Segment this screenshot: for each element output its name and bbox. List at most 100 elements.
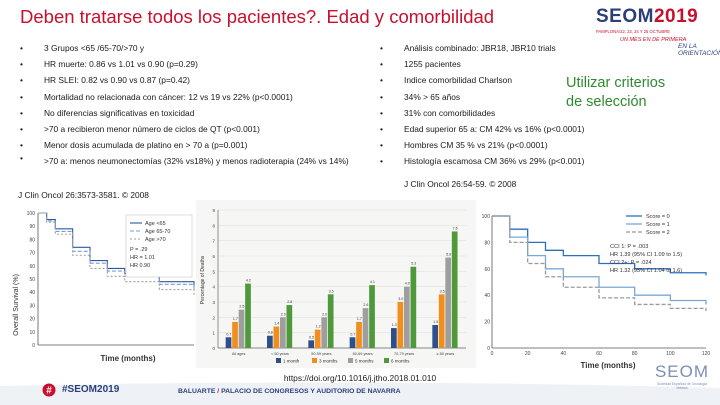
annotation-label: HR 1.32 (95% CI 1.04 to 1.6) — [610, 268, 682, 274]
data-labels: 0.7 1.7 2.5 4.2 0.8 1.4 2.0 2.8 0.5 1.2 2.0 3.5 0.7 1… — [226, 226, 457, 339]
category-label: 70-79 years — [394, 352, 414, 356]
legend-box — [125, 214, 193, 278]
legend-label: 1 month — [283, 359, 300, 364]
data-label: 1.7 — [233, 317, 238, 321]
data-label: 0.7 — [226, 332, 231, 336]
category-labels: All ages < 50 years 50-59 years 60-69 years… — [232, 352, 454, 356]
data-label: 1.3 — [392, 323, 397, 327]
chart-bars — [225, 231, 458, 348]
logo-wordmark: SEOM2019 — [596, 6, 714, 28]
seom-name: SEOM — [654, 362, 710, 381]
data-label: 0.7 — [350, 332, 355, 336]
bullet-icon: • — [380, 75, 383, 86]
annotation-label: P = .29 — [130, 247, 147, 253]
annotation-label: HR = 1.01 — [130, 255, 155, 261]
data-label: 5.9 — [446, 253, 451, 257]
list-item-text: >70 a: menos neumonectomías (32% vs18%) … — [44, 156, 349, 167]
bullet-icon: • — [380, 107, 383, 118]
data-label: 1.5 — [433, 320, 438, 324]
data-label: 4.2 — [246, 279, 251, 283]
venue-separator: / — [215, 388, 222, 395]
y-tick-label: 0 — [212, 346, 215, 351]
bar — [410, 266, 417, 348]
chart-axes — [491, 216, 706, 349]
data-label: 4.0 — [405, 282, 410, 286]
x-tick-labels: 0 20 40 60 80 100 120 — [491, 351, 711, 357]
survival-line-2 — [38, 212, 195, 295]
doi-link[interactable]: https://doi.org/10.1016/j.jtho.2018.01.0… — [283, 373, 437, 383]
bar — [397, 302, 404, 348]
y-tick-label: 80 — [484, 240, 490, 246]
x-axis-label: Time (months) — [101, 354, 156, 363]
bar — [225, 337, 232, 348]
data-label: 2.0 — [281, 312, 286, 316]
y-tick-label: 2 — [212, 315, 215, 320]
data-label: 3.5 — [440, 289, 445, 293]
bullet-icon: • — [20, 140, 23, 151]
logo-tagline-2: EN LA ORIENTACIÓN — [678, 43, 720, 57]
annotation-label: CCI 2+: P = .024 — [610, 260, 652, 266]
list-item: • 34% > 65 años — [380, 89, 680, 105]
list-item: • HR SLEI: 0.82 vs 0.90 vs 0.87 (p=0.42) — [20, 72, 365, 88]
chart-legend: Score = 0 Score = 1 Score = 2 — [626, 214, 670, 236]
list-item-text: 1255 pacientes — [404, 59, 461, 70]
x-axis-label: Time (months) — [581, 361, 636, 370]
data-label: 3.5 — [329, 289, 334, 293]
data-label: 3.0 — [398, 297, 403, 301]
annotation-label: HR 0.90 — [130, 263, 150, 269]
callout-line-1: Utilizar criterios — [566, 75, 666, 91]
list-item: • Histología escamosa CM 36% vs 29% (p<0.… — [380, 153, 680, 169]
data-label: 2.6 — [363, 303, 368, 307]
citation-right: J Clin Oncol 26:54-59. © 2008 — [404, 179, 517, 189]
y-tick-label: 3 — [212, 300, 215, 305]
citation-left: J Clin Oncol 26:3573-3581. © 2008 — [18, 190, 149, 200]
data-label: 2.0 — [322, 312, 327, 316]
bar — [391, 328, 397, 348]
chart-axes — [217, 209, 466, 349]
y-axis-label: Overall Survival (%) — [13, 274, 20, 336]
bullet-icon: • — [20, 124, 23, 135]
right-bullet-list: • Análisis combinado: JBR18, JBR10 trials… — [380, 40, 680, 170]
list-item-text: Análisis combinado: JBR18, JBR10 trials — [404, 43, 556, 53]
deaths-bar-chart: 0.7 1.7 2.5 4.2 0.8 1.4 2.0 2.8 0.5 1.2 2.0 3.5 0.7 1… — [196, 200, 476, 368]
logo-subtitle: PAMPLONA/22, 23, 24 Y 25 OCTUBRE — [596, 29, 671, 34]
legend-label: Age <65 — [145, 221, 166, 227]
x-tick-label: 60 — [596, 351, 602, 357]
seom-description: Sociedad Española de Oncología Médica — [656, 382, 708, 390]
bar — [273, 326, 280, 348]
selection-criteria-callout: Utilizar criterios de selección — [566, 74, 665, 112]
data-label: 0.8 — [268, 331, 273, 335]
y-tick-label: 40 — [484, 293, 490, 299]
y-axis-label: Percentage of Deaths — [200, 255, 206, 304]
list-item: • >70 a recibieron menor número de ciclos… — [20, 121, 365, 137]
y-tick-labels: 100 80 60 40 20 0 — [482, 214, 491, 352]
bar — [267, 335, 273, 348]
hashtag-icon: # — [42, 383, 56, 397]
bullet-icon: • — [20, 59, 23, 70]
bar — [238, 309, 245, 348]
legend-label: Score = 0 — [646, 214, 670, 220]
legend-swatch — [276, 358, 281, 363]
footer-band — [0, 382, 720, 405]
legend-label: Age 65-70 — [145, 229, 170, 235]
legend-label: Score = 2 — [646, 230, 670, 236]
legend-swatch — [312, 358, 317, 363]
y-tick-label: 10 — [29, 330, 35, 336]
chart-series — [492, 215, 707, 312]
category-label: 60-69 years — [353, 352, 373, 356]
chart-legend: Age <65 Age 65-70 Age >70 — [130, 221, 170, 243]
bar — [321, 317, 328, 348]
bar — [369, 285, 375, 348]
y-tick-label: 20 — [484, 320, 490, 326]
logo-year: 2019 — [653, 6, 699, 27]
y-tick-label: 20 — [29, 317, 35, 323]
list-item-text: 3 Grupos <65 /65-70/>70 y — [44, 43, 145, 53]
bullet-icon: • — [380, 91, 383, 102]
list-item-text: >70 a recibieron menor número de ciclos … — [44, 124, 260, 135]
y-tick-label: 8 — [212, 223, 215, 228]
y-tick-label: 6 — [212, 254, 215, 259]
list-item: • Mortalidad no relacionada con cáncer: 1… — [20, 89, 365, 105]
list-item-text: Mortalidad no relacionada con cáncer: 12… — [44, 91, 293, 102]
list-item: • >70 a: menos neumonectomías (32% vs18%)… — [20, 153, 365, 169]
y-tick-label: 40 — [29, 290, 35, 296]
